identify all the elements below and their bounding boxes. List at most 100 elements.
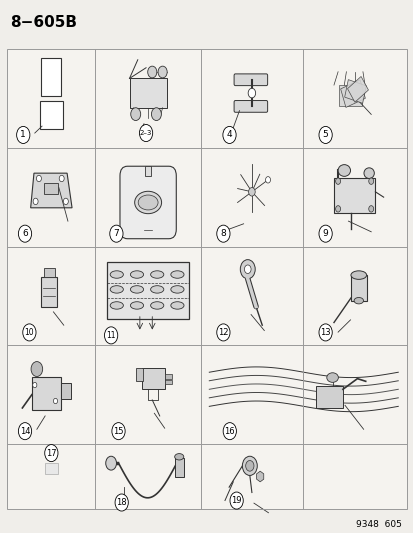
Circle shape <box>335 178 340 184</box>
Ellipse shape <box>350 271 366 279</box>
Bar <box>142 368 164 389</box>
Circle shape <box>36 175 41 182</box>
Bar <box>40 101 63 129</box>
Ellipse shape <box>337 165 350 176</box>
FancyBboxPatch shape <box>233 74 267 86</box>
Polygon shape <box>31 173 72 208</box>
Text: 4: 4 <box>226 131 232 140</box>
Ellipse shape <box>171 271 183 278</box>
Ellipse shape <box>110 302 123 309</box>
Ellipse shape <box>171 286 183 293</box>
Bar <box>302 247 406 345</box>
Circle shape <box>45 445 58 462</box>
Bar <box>164 379 172 384</box>
Bar <box>174 458 183 477</box>
Text: 10: 10 <box>24 328 34 337</box>
Ellipse shape <box>150 286 164 293</box>
Bar <box>302 148 406 247</box>
Ellipse shape <box>134 191 161 214</box>
Bar <box>302 49 406 148</box>
Bar <box>95 247 201 345</box>
Circle shape <box>104 327 117 344</box>
Bar <box>201 345 302 444</box>
Bar <box>135 368 143 381</box>
Bar <box>145 166 151 176</box>
Circle shape <box>368 206 373 212</box>
Bar <box>7 247 95 345</box>
Ellipse shape <box>150 271 164 278</box>
Circle shape <box>223 423 236 440</box>
Circle shape <box>23 324 36 341</box>
Circle shape <box>139 125 152 142</box>
Circle shape <box>17 126 30 143</box>
Text: 18: 18 <box>116 498 127 507</box>
Ellipse shape <box>110 286 123 293</box>
Circle shape <box>151 108 161 120</box>
Circle shape <box>18 423 31 440</box>
Bar <box>95 148 201 247</box>
Circle shape <box>368 178 373 184</box>
Ellipse shape <box>174 454 183 460</box>
Text: 12: 12 <box>218 328 228 337</box>
Polygon shape <box>344 79 366 103</box>
Text: 8−605B: 8−605B <box>10 15 77 30</box>
Circle shape <box>216 324 230 341</box>
Circle shape <box>105 456 116 470</box>
Bar <box>201 247 302 345</box>
Bar <box>129 78 166 108</box>
Text: 9: 9 <box>322 229 328 238</box>
Circle shape <box>115 494 128 511</box>
Bar <box>45 463 57 474</box>
Bar <box>302 444 406 509</box>
Text: 11: 11 <box>106 331 116 340</box>
Ellipse shape <box>171 302 183 309</box>
Circle shape <box>31 361 43 376</box>
Ellipse shape <box>353 297 363 304</box>
Bar <box>201 49 302 148</box>
Ellipse shape <box>150 302 164 309</box>
Bar <box>107 262 189 319</box>
FancyBboxPatch shape <box>233 101 267 112</box>
Circle shape <box>242 456 256 475</box>
Bar <box>41 59 61 96</box>
Circle shape <box>240 260 254 279</box>
Text: 1: 1 <box>20 131 26 140</box>
Circle shape <box>63 198 68 205</box>
Ellipse shape <box>130 286 143 293</box>
Ellipse shape <box>158 66 167 78</box>
Text: 5: 5 <box>322 131 328 140</box>
Ellipse shape <box>363 168 373 179</box>
Circle shape <box>265 176 270 183</box>
Bar <box>95 444 201 509</box>
Polygon shape <box>340 80 364 108</box>
Circle shape <box>59 175 64 182</box>
Text: 14: 14 <box>20 426 30 435</box>
Circle shape <box>109 225 123 242</box>
Circle shape <box>335 206 340 212</box>
Text: 19: 19 <box>231 496 241 505</box>
Ellipse shape <box>147 66 157 78</box>
Text: 15: 15 <box>113 426 123 435</box>
Bar <box>7 444 95 509</box>
Bar <box>95 345 201 444</box>
Circle shape <box>53 398 57 403</box>
Text: 2–3: 2–3 <box>140 130 152 136</box>
Text: 7: 7 <box>113 229 119 238</box>
Circle shape <box>318 126 332 143</box>
Bar <box>7 148 95 247</box>
Ellipse shape <box>130 271 143 278</box>
Ellipse shape <box>138 195 158 210</box>
Bar <box>41 277 57 306</box>
Circle shape <box>247 88 255 98</box>
Bar <box>61 383 71 399</box>
Circle shape <box>222 126 235 143</box>
Ellipse shape <box>326 373 337 382</box>
Ellipse shape <box>110 271 123 278</box>
Circle shape <box>318 225 332 242</box>
Bar <box>7 49 95 148</box>
FancyBboxPatch shape <box>120 166 176 239</box>
Circle shape <box>216 225 230 242</box>
Bar <box>7 345 95 444</box>
Bar <box>7 49 406 509</box>
Circle shape <box>244 265 250 273</box>
